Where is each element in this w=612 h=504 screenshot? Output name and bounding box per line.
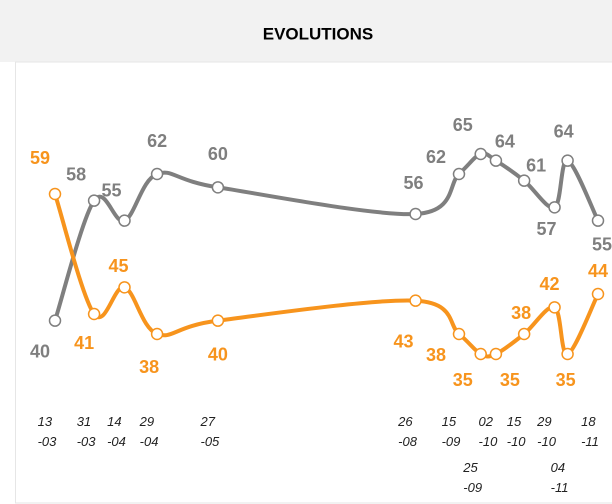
x-tick-label: 02 -10 <box>478 414 498 449</box>
header-band <box>0 0 612 62</box>
point <box>452 167 466 181</box>
point <box>409 294 422 307</box>
point <box>561 347 574 361</box>
x-tick-label: 29 -10 <box>537 414 556 449</box>
point <box>48 187 62 201</box>
point <box>87 194 101 207</box>
data-label: 43 <box>394 331 414 351</box>
x-tick-label: 15 -09 <box>441 414 461 449</box>
x-tick-label: 31 -03 <box>76 414 96 449</box>
data-label: 38 <box>426 345 446 365</box>
data-label: 65 <box>453 115 473 135</box>
data-label: 62 <box>426 147 446 167</box>
point <box>591 287 605 301</box>
point <box>211 181 225 194</box>
data-label: 35 <box>500 370 520 390</box>
point <box>87 307 101 321</box>
series-line <box>53 151 600 322</box>
series-line <box>53 193 600 359</box>
data-label: 41 <box>74 333 94 353</box>
data-label: 38 <box>511 303 531 323</box>
x-tick-label: 15 -10 <box>506 414 526 449</box>
data-label: 45 <box>108 256 128 276</box>
x-tick-label: 04 -11 <box>550 460 569 495</box>
point <box>211 314 225 327</box>
chart-title: EVOLUTIONS <box>263 24 374 43</box>
point <box>474 347 487 361</box>
point <box>591 214 605 227</box>
point <box>150 167 164 181</box>
data-label: 58 <box>66 164 86 184</box>
point <box>489 347 503 361</box>
frame <box>15 61 612 504</box>
point <box>118 214 131 227</box>
point <box>150 327 164 341</box>
point <box>561 154 574 167</box>
data-label: 57 <box>537 219 557 239</box>
point <box>118 281 131 294</box>
x-tick-label: 14 -04 <box>107 414 126 449</box>
data-label: 38 <box>139 357 159 377</box>
x-tick-label: 25 -09 <box>463 460 483 495</box>
point <box>409 207 422 221</box>
data-label: 40 <box>208 344 228 364</box>
data-label: 44 <box>588 261 608 281</box>
data-label: 40 <box>30 341 50 361</box>
data-label: 59 <box>30 148 50 168</box>
data-label: 60 <box>208 144 228 164</box>
x-tick-label: 27 -05 <box>200 414 220 449</box>
data-label: 62 <box>147 131 167 151</box>
point <box>452 327 466 341</box>
point <box>517 174 531 187</box>
point <box>474 147 487 161</box>
data-label: 61 <box>526 155 546 175</box>
data-label: 55 <box>592 234 612 254</box>
point <box>548 201 561 214</box>
data-label: 56 <box>404 173 424 193</box>
data-label: 55 <box>101 180 121 200</box>
x-tick-label: 29 -04 <box>139 414 159 449</box>
point <box>548 301 561 314</box>
data-label: 64 <box>554 121 574 141</box>
x-tick-label: 26 -08 <box>398 414 417 449</box>
point <box>489 154 503 167</box>
data-label: 35 <box>453 370 473 390</box>
data-label: 35 <box>556 370 576 390</box>
x-tick-label: 13 -03 <box>37 414 57 449</box>
data-label: 42 <box>540 274 560 294</box>
x-tick-label: 18 -11 <box>581 414 599 449</box>
point <box>48 314 62 327</box>
point <box>517 327 531 341</box>
data-label: 64 <box>495 131 515 151</box>
